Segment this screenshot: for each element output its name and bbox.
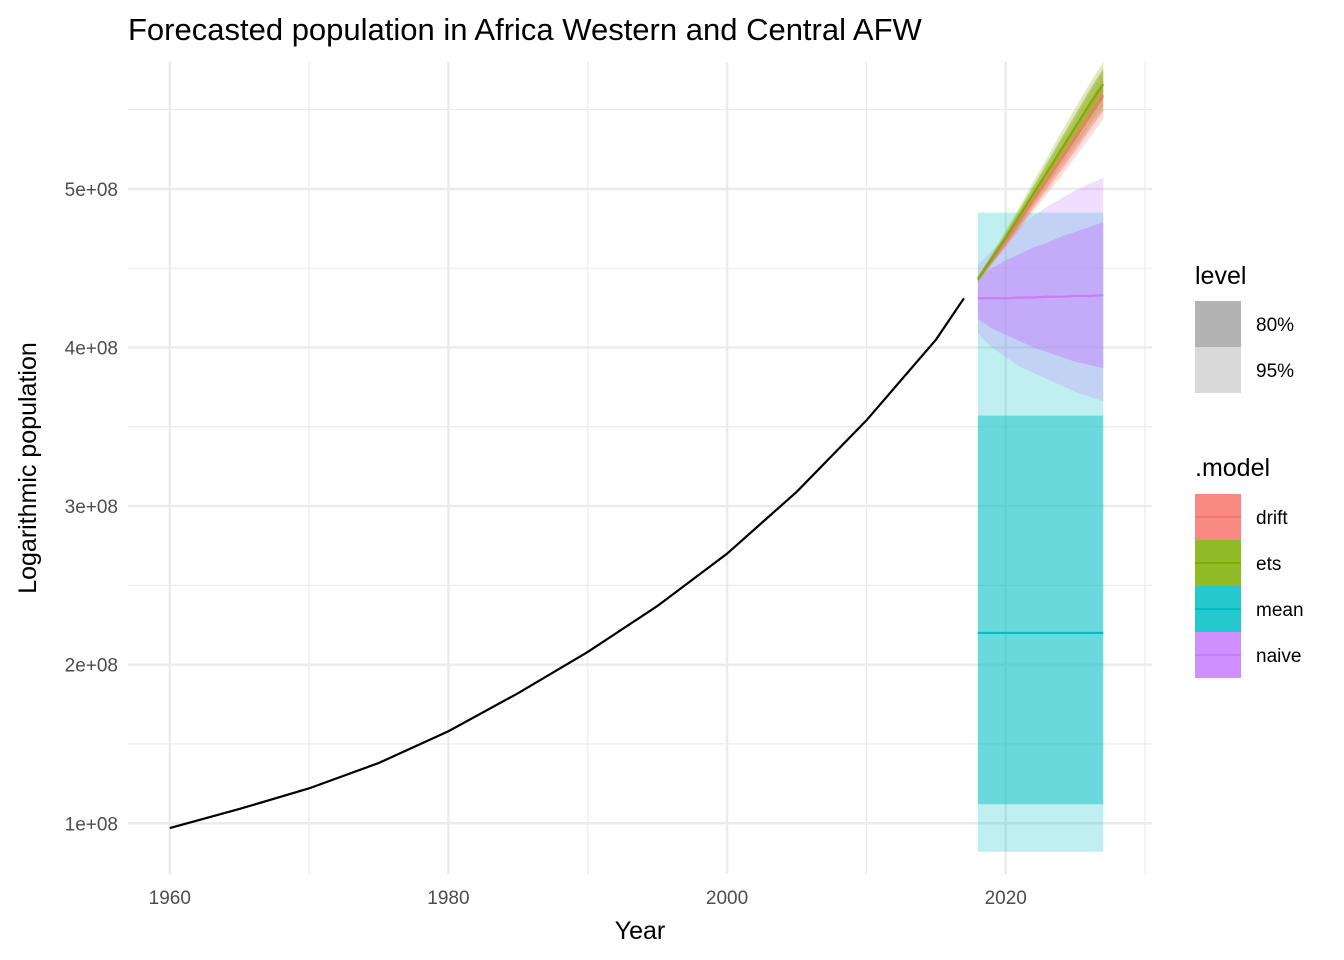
legend-level-label: 95% bbox=[1256, 361, 1294, 382]
ets-80-interval bbox=[977, 68, 1104, 281]
mean-80-interval bbox=[977, 415, 1104, 805]
legend-model-label: drift bbox=[1256, 508, 1288, 529]
naive-95-interval bbox=[977, 177, 1104, 402]
legend-model-label: mean bbox=[1256, 600, 1304, 621]
legend-level-title: level bbox=[1195, 262, 1246, 290]
y-tick-label: 1e+08 bbox=[65, 814, 118, 835]
legend-level-swatch bbox=[1195, 301, 1241, 347]
drift-forecast-line bbox=[976, 94, 1105, 280]
minor-gridlines bbox=[128, 62, 1152, 874]
drift-95-interval bbox=[977, 71, 1104, 283]
forecast-intervals bbox=[977, 62, 1104, 852]
naive-80-interval bbox=[977, 222, 1104, 369]
mean-95-interval bbox=[977, 212, 1104, 852]
y-tick-label: 2e+08 bbox=[65, 656, 118, 677]
legend-level: level 80% 95% bbox=[1195, 262, 1294, 393]
x-tick-label: 2000 bbox=[706, 888, 748, 909]
y-tick-label: 3e+08 bbox=[65, 497, 118, 518]
series-lines bbox=[169, 83, 1105, 830]
legend-level-label: 80% bbox=[1256, 315, 1294, 336]
legend-model-title: .model bbox=[1195, 454, 1270, 482]
x-axis-title: Year bbox=[615, 917, 666, 945]
ets-forecast-line bbox=[976, 83, 1105, 280]
y-tick-label: 4e+08 bbox=[65, 338, 118, 359]
major-gridlines bbox=[128, 62, 1152, 874]
x-tick-label: 2020 bbox=[985, 888, 1027, 909]
naive-forecast-line bbox=[977, 294, 1104, 300]
y-axis-ticks: 1e+08 2e+08 3e+08 4e+08 5e+08 bbox=[65, 180, 118, 835]
legend-level-swatch bbox=[1195, 347, 1241, 393]
y-tick-label: 5e+08 bbox=[65, 180, 118, 201]
y-axis-title: Logarithmic population bbox=[14, 342, 42, 594]
legend-model-label: naive bbox=[1256, 646, 1301, 667]
legend-model: .model drift ets mean naive bbox=[1195, 454, 1304, 678]
chart-title: Forecasted population in Africa Western … bbox=[128, 12, 923, 47]
x-axis-ticks: 1960 1980 2000 2020 bbox=[149, 888, 1027, 909]
x-tick-label: 1980 bbox=[427, 888, 469, 909]
ets-95-interval bbox=[977, 62, 1104, 283]
legend-model-label: ets bbox=[1256, 554, 1281, 575]
x-tick-label: 1960 bbox=[149, 888, 191, 909]
history-line bbox=[169, 297, 965, 830]
